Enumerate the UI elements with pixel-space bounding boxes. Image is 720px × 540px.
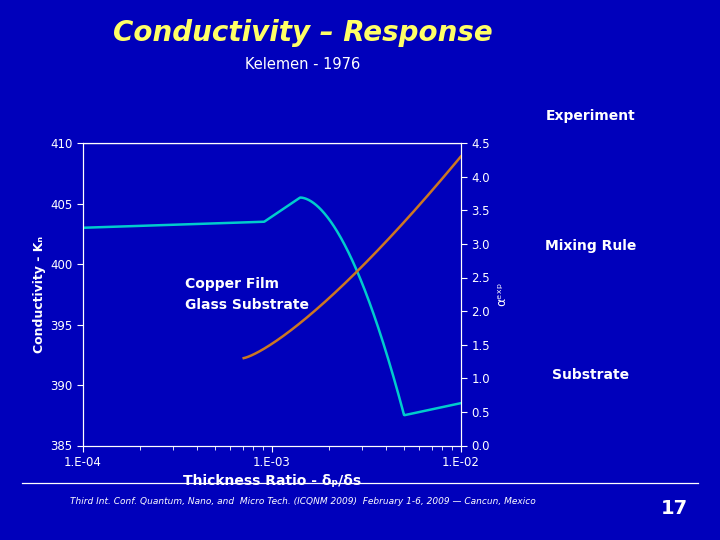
Text: 17: 17	[660, 499, 688, 518]
Text: Copper Film
Glass Substrate: Copper Film Glass Substrate	[185, 277, 309, 312]
X-axis label: Thickness Ratio - δₚ/δs: Thickness Ratio - δₚ/δs	[183, 475, 361, 489]
Text: Third Int. Conf. Quantum, Nano, and  Micro Tech. (ICQNM 2009)  February 1-6, 200: Third Int. Conf. Quantum, Nano, and Micr…	[70, 497, 535, 505]
Y-axis label: αᵉˣᵖ: αᵉˣᵖ	[495, 282, 508, 306]
Text: Experiment: Experiment	[546, 109, 635, 123]
Text: Substrate: Substrate	[552, 368, 629, 382]
Y-axis label: Conductivity - Kₙ: Conductivity - Kₙ	[33, 236, 46, 353]
Text: Kelemen - 1976: Kelemen - 1976	[245, 57, 360, 72]
Text: Conductivity – Response: Conductivity – Response	[112, 19, 492, 47]
Text: Mixing Rule: Mixing Rule	[545, 239, 636, 253]
